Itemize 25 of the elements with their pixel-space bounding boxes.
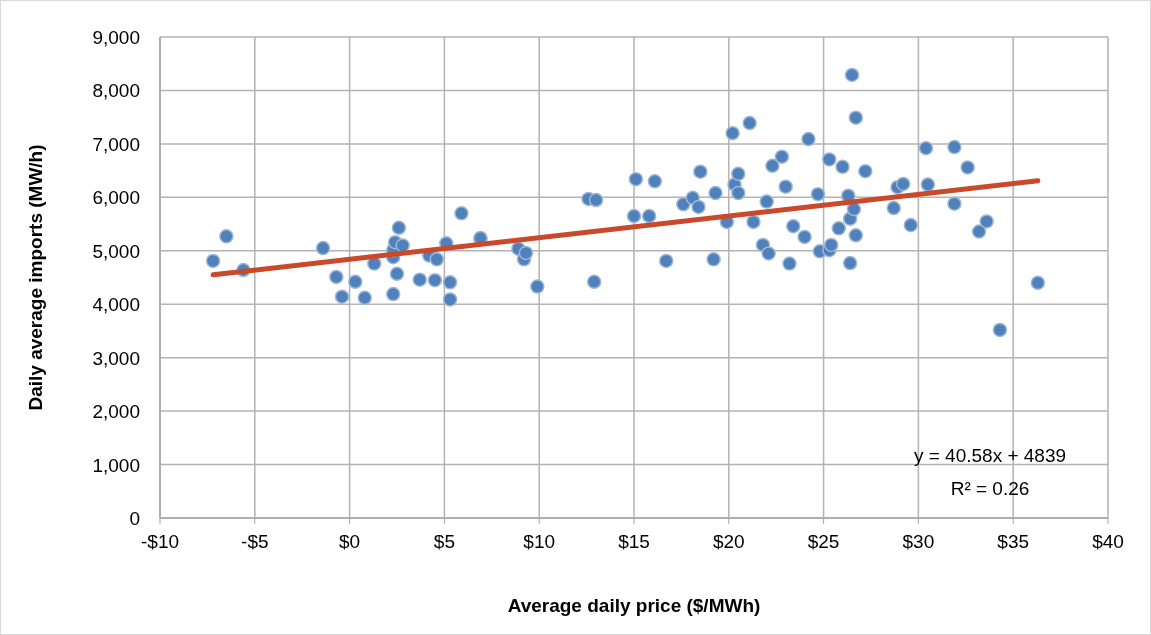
x-tick-label: $25	[807, 531, 840, 552]
x-tick-label: $15	[618, 531, 650, 552]
x-tick-label: $40	[1092, 531, 1124, 552]
x-tick-label: $30	[902, 531, 935, 552]
y-tick-label: 0	[129, 508, 140, 529]
x-tick-label: $10	[523, 531, 556, 552]
x-axis-title: Average daily price ($/MWh)	[507, 595, 761, 616]
x-tick-label: -$10	[140, 531, 180, 552]
y-tick-label: 8,000	[92, 80, 140, 102]
x-tick-label: $20	[712, 531, 745, 552]
y-tick-label: 5,000	[92, 240, 140, 262]
x-tick-label: $5	[433, 531, 455, 552]
y-tick-label: 6,000	[92, 187, 140, 209]
y-tick-label: 1,000	[92, 454, 140, 476]
x-tick-label: $35	[997, 531, 1030, 552]
y-tick-label: 2,000	[92, 401, 140, 423]
y-tick-label: 4,000	[92, 294, 140, 316]
y-axis-title: Daily average imports (MW/h)	[25, 144, 46, 411]
y-tick-label: 9,000	[92, 27, 140, 48]
y-tick-label: 3,000	[92, 347, 140, 369]
annotation: y = 40.58x + 4839	[913, 445, 1067, 466]
x-tick-label: -$5	[241, 531, 269, 552]
annotation: R² = 0.26	[950, 478, 1030, 499]
x-tick-label: $0	[339, 531, 361, 552]
y-tick-label: 7,000	[92, 133, 140, 155]
